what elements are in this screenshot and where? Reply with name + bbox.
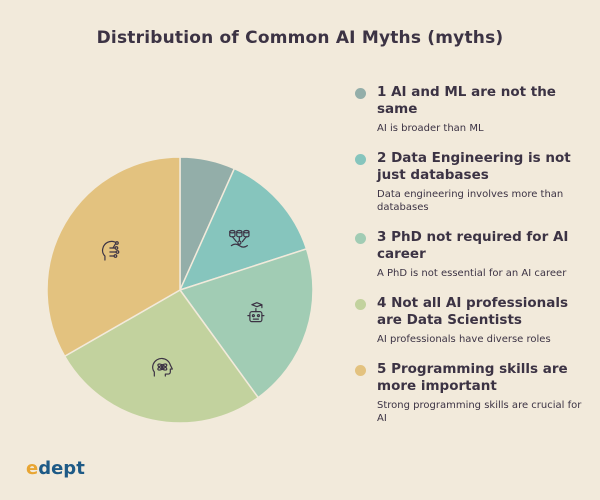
legend-item: 1 AI and ML are not the same AI is broade… [355,84,590,135]
legend-description: AI is broader than ML [377,123,484,134]
brand-logo: edept [26,458,85,479]
pie-slice-5 [46,156,181,358]
graduation-robot-icon [247,302,265,323]
legend-item: 2 Data Engineering is not just databases… [355,150,590,214]
legend-label: 4 Not all AI professionals are Data Scie… [377,295,569,328]
legend-swatch [355,88,366,99]
legend-label: 3 PhD not required for AI career [377,229,569,262]
head-circuit-icon [101,240,120,261]
legend-description: Data engineering involves more than data… [377,189,564,213]
pie-slice-3 [178,247,314,399]
legend-swatch [355,299,366,310]
legend-description: Strong programming skills are crucial fo… [377,400,582,424]
legend-item: 3 PhD not required for AI career A PhD is… [355,229,590,280]
brain-atom-icon [152,357,173,377]
legend-label: 1 AI and ML are not the same [377,84,556,117]
legend-item: 5 Programming skills are more important S… [355,361,590,425]
legend-description: A PhD is not essential for an AI career [377,268,567,279]
legend-label: 2 Data Engineering is not just databases [377,150,571,183]
pie-slice-2 [178,167,308,292]
chart-title: Distribution of Common AI Myths (myths) [96,28,504,48]
pie-slice-4 [63,289,260,424]
legend-swatch [355,233,366,244]
legend-item: 4 Not all AI professionals are Data Scie… [355,295,590,346]
legend: 1 AI and ML are not the same AI is broade… [355,84,590,440]
database-network-icon [229,229,250,248]
legend-swatch [355,154,366,165]
legend-description: AI professionals have diverse roles [377,334,551,345]
legend-label: 5 Programming skills are more important [377,361,568,394]
legend-swatch [355,365,366,376]
